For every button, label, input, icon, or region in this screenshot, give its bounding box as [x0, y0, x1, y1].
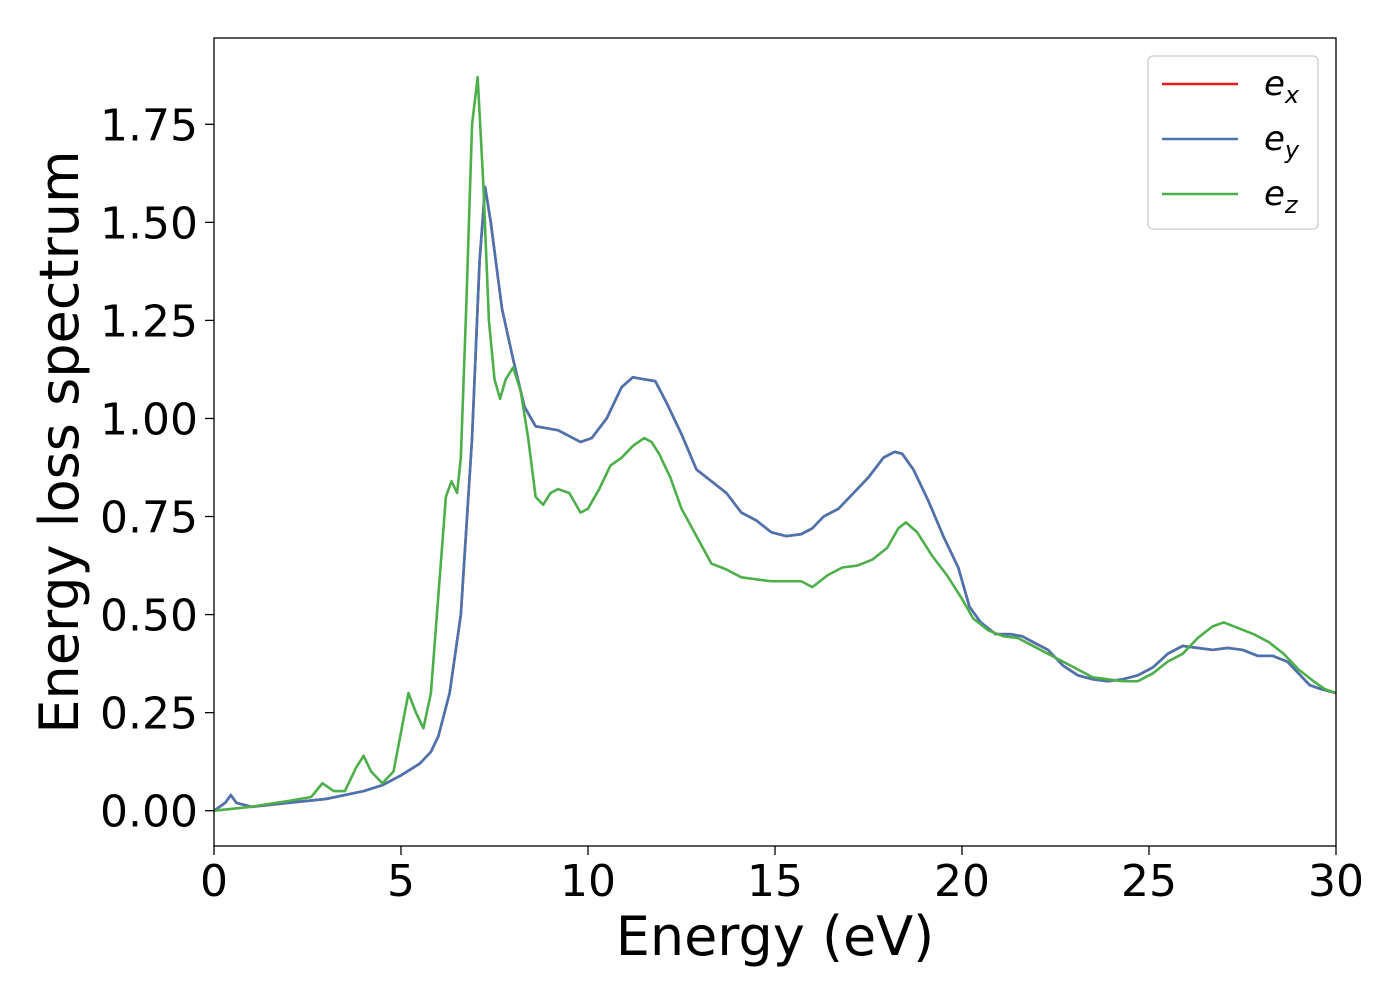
x-tick-label: 20 — [934, 856, 990, 907]
y-tick-label: 0.75 — [100, 493, 198, 544]
x-axis: 0 5 10 15 20 25 30 — [200, 846, 1364, 907]
y-axis-label: Energy loss spectrum — [28, 150, 91, 733]
x-tick-label: 10 — [560, 856, 616, 907]
y-tick-label: 0.50 — [100, 591, 198, 642]
x-axis-label: Energy (eV) — [616, 905, 935, 968]
series-line-e-z — [214, 75, 1336, 812]
y-tick-label: 1.50 — [100, 198, 198, 249]
x-tick-label: 15 — [747, 856, 803, 907]
y-tick-label: 0.25 — [100, 689, 198, 740]
x-tick-label: 5 — [387, 856, 415, 907]
x-tick-label: 0 — [200, 856, 228, 907]
y-tick-label: 0.00 — [100, 787, 198, 838]
series-line-e-y — [214, 185, 1336, 812]
y-axis: 0.00 0.25 0.50 0.75 1.00 1.25 1.50 1.75 — [100, 100, 214, 838]
y-tick-label: 1.75 — [100, 100, 198, 151]
y-tick-label: 1.00 — [100, 394, 198, 445]
series-line-e-x — [214, 185, 1336, 812]
plot-area — [214, 75, 1336, 812]
x-tick-label: 25 — [1121, 856, 1177, 907]
y-tick-label: 1.25 — [100, 296, 198, 347]
legend-box — [1147, 55, 1319, 230]
x-tick-label: 30 — [1308, 856, 1364, 907]
